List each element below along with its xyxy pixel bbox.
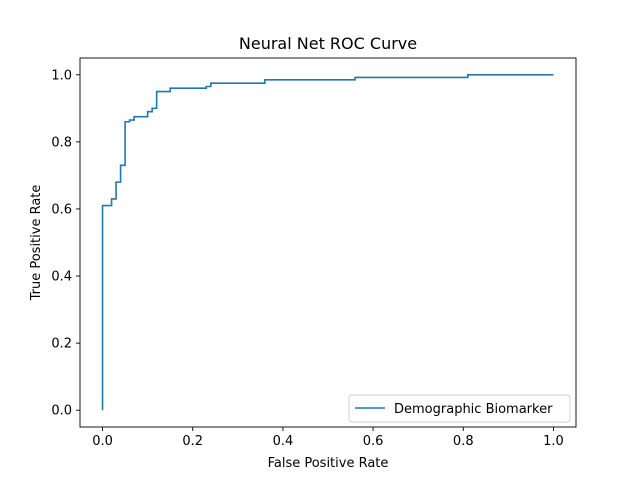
legend-box (348, 394, 571, 423)
x-tick-label: 0.8 (453, 434, 474, 449)
x-axis-ticks: 0.0 0.2 0.4 0.6 0.8 1.0 (92, 427, 564, 449)
y-tick-label: 0.2 (51, 337, 72, 352)
chart-title: Neural Net ROC Curve (239, 34, 417, 53)
plot-frame (79, 57, 577, 428)
y-tick-label: 0.8 (51, 135, 72, 150)
x-tick-label: 1.0 (543, 434, 564, 449)
x-tick-label: 0.2 (182, 434, 203, 449)
x-tick-label: 0.4 (273, 434, 294, 449)
roc-curve-line (101, 73, 554, 411)
legend: Demographic Biomarker (348, 394, 571, 423)
y-tick-label: 0.6 (51, 202, 72, 217)
x-axis-label: False Positive Rate (268, 456, 389, 471)
y-tick-label: 1.0 (51, 68, 72, 83)
y-axis-label: True Positive Rate (29, 185, 44, 302)
y-tick-label: 0.0 (51, 404, 72, 419)
x-tick-label: 0.0 (92, 434, 113, 449)
x-tick-label: 0.6 (363, 434, 384, 449)
y-axis-ticks: 0.0 0.2 0.4 0.6 0.8 1.0 (51, 68, 80, 419)
y-tick-label: 0.4 (51, 270, 72, 285)
legend-label: Demographic Biomarker (394, 402, 553, 417)
